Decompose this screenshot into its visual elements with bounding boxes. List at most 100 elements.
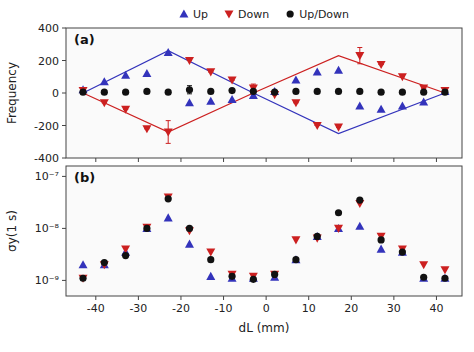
x-tick: [95, 296, 96, 300]
plot-frame: [66, 166, 462, 296]
point: [185, 57, 194, 65]
plot-frame: [66, 28, 462, 158]
x-tick: [266, 158, 267, 162]
legend-symbol: [179, 10, 188, 18]
point: [101, 89, 108, 96]
point: [164, 213, 173, 221]
point: [142, 224, 151, 232]
point: [250, 276, 257, 283]
point: [399, 249, 406, 256]
point: [100, 77, 109, 85]
point: [334, 225, 343, 233]
point: [143, 225, 150, 232]
point: [356, 197, 363, 204]
point: [335, 209, 342, 216]
point: [440, 274, 449, 282]
y-tick-label: -400: [34, 152, 59, 165]
x-tick: [138, 158, 139, 162]
fit-line: [83, 56, 445, 132]
point: [355, 222, 364, 230]
point: [142, 224, 151, 232]
x-tick-label: 0: [263, 302, 270, 315]
x-tick: [95, 158, 96, 162]
point: [334, 66, 343, 74]
panel-title: (a): [74, 32, 95, 47]
point: [207, 256, 214, 263]
x-tick-label: 40: [429, 302, 443, 315]
y-tick: [62, 280, 66, 281]
legend-item: Down: [224, 8, 269, 21]
point: [334, 224, 343, 232]
point: [334, 124, 343, 132]
x-tick: [393, 158, 394, 162]
y-tick-label: 0: [52, 87, 59, 100]
point: [292, 88, 299, 95]
point: [79, 275, 88, 283]
point: [79, 89, 86, 96]
x-tick: [436, 158, 437, 162]
x-tick-label: -40: [87, 302, 105, 315]
x-tick-label: 20: [344, 302, 358, 315]
point: [228, 95, 237, 103]
legend-item: Up: [179, 8, 208, 21]
x-tick: [138, 296, 139, 300]
legend-item: Up/Down: [287, 8, 350, 21]
point: [250, 88, 257, 95]
point: [420, 89, 427, 96]
point: [228, 87, 235, 94]
y-tick: [62, 93, 66, 94]
point: [313, 122, 322, 130]
y-tick: [62, 125, 66, 126]
legend-symbol: [287, 10, 294, 17]
point: [206, 97, 215, 105]
y-tick-label: 200: [38, 55, 59, 68]
y-axis-label: σy(1 s): [5, 210, 19, 252]
point: [335, 88, 342, 95]
point: [271, 89, 278, 96]
point: [313, 67, 322, 75]
point: [420, 274, 427, 281]
point: [164, 193, 173, 201]
point: [419, 274, 428, 282]
y-tick-label: 10⁻⁷: [35, 170, 59, 183]
point: [228, 76, 237, 84]
y-tick: [62, 228, 66, 229]
point: [377, 89, 384, 96]
point: [79, 260, 88, 268]
point: [440, 87, 449, 95]
x-tick-label: 10: [302, 302, 316, 315]
x-tick: [308, 158, 309, 162]
point: [122, 252, 129, 259]
point: [291, 99, 300, 107]
point: [356, 88, 363, 95]
point: [206, 249, 215, 257]
point: [355, 102, 364, 110]
y-tick: [62, 28, 66, 29]
point: [228, 271, 237, 279]
fit-line: [83, 51, 445, 134]
x-tick: [266, 296, 267, 300]
point: [270, 87, 279, 95]
point: [164, 128, 173, 136]
legend: Up Down Up/Down: [179, 8, 349, 21]
point: [79, 275, 86, 282]
panel: 10⁻⁹10⁻⁸10⁻⁷-40-30-20-10010203040σy(1 s)…: [5, 166, 462, 335]
legend-label: Up: [193, 8, 208, 21]
point: [186, 225, 193, 232]
x-tick: [393, 296, 394, 300]
point: [186, 86, 193, 93]
point: [164, 48, 173, 56]
point: [79, 87, 88, 95]
x-tick: [308, 296, 309, 300]
y-tick-label: 10⁻⁸: [35, 222, 60, 235]
point: [291, 76, 300, 84]
point: [165, 195, 172, 202]
point: [101, 259, 108, 266]
x-tick-label: 30: [387, 302, 401, 315]
point: [165, 89, 172, 96]
point: [207, 88, 214, 95]
x-tick-label: -20: [172, 302, 190, 315]
point: [142, 125, 151, 133]
point: [398, 248, 407, 256]
y-tick: [62, 158, 66, 159]
